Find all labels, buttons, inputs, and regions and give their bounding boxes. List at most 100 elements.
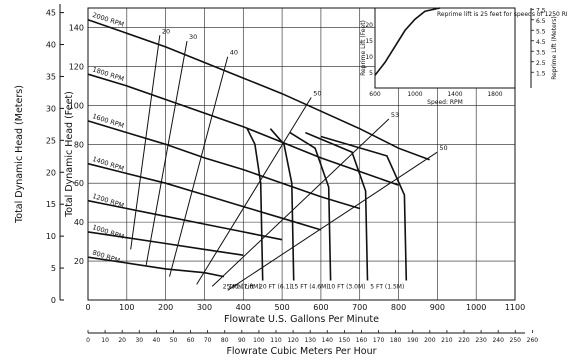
- y-tick-label-meters: 0: [51, 296, 56, 305]
- inset-meters-tick-label: 5.5: [536, 28, 546, 35]
- efficiency-line: [211, 118, 390, 287]
- x-tick-label: 100: [119, 303, 134, 312]
- m3h-tick-label: 190: [407, 337, 419, 344]
- y-tick-label-meters: 10: [46, 232, 56, 241]
- y-tick-label-meters: 40: [46, 41, 56, 50]
- m3h-tick-label: 70: [204, 337, 212, 344]
- m3h-tick-label: 130: [304, 337, 316, 344]
- inset-annotation: Reprime lift is 25 feet for speeds of 12…: [437, 11, 567, 18]
- inset-meters-tick-label: 3.5: [536, 49, 546, 56]
- inset-x-tick-label: 1800: [487, 91, 502, 98]
- m3h-tick-label: 110: [270, 337, 282, 344]
- speed-curve: [87, 120, 360, 210]
- y-tick-label-feet: 140: [69, 23, 84, 32]
- y-tick-label-meters: 45: [46, 9, 56, 18]
- efficiency-line: [145, 41, 188, 266]
- npsh-label: 25 FT (7.6M): [223, 283, 261, 290]
- m3h-tick-label: 20: [118, 337, 126, 344]
- m3h-tick-label: 10: [101, 337, 109, 344]
- inset-x-axis-title: Speed: RPM: [427, 99, 463, 106]
- inset-reprime-curve: [374, 7, 441, 76]
- inset-meters-tick-label: 6.5: [536, 18, 546, 25]
- speed-curve-label: 1400 RPM: [91, 155, 125, 173]
- speed-curve: [87, 73, 399, 186]
- inset-meters-tick-label: 4.5: [536, 39, 546, 46]
- m3h-tick-label: 120: [287, 337, 299, 344]
- y-tick-label-meters: 5: [51, 264, 56, 273]
- x-tick-label: 900: [430, 303, 445, 312]
- m3h-tick-label: 150: [339, 337, 351, 344]
- speed-curve: [87, 256, 225, 278]
- m3h-tick-label: 170: [373, 337, 385, 344]
- m3h-tick-label: 100: [253, 337, 265, 344]
- m3h-tick-label: 140: [322, 337, 334, 344]
- npsh-curve: [320, 135, 408, 281]
- efficiency-label: 30: [189, 33, 197, 41]
- y-tick-label-feet: 80: [74, 140, 84, 149]
- x-tick-label: 600: [313, 303, 328, 312]
- x-tick-label: 700: [352, 303, 367, 312]
- inset-y-axis-title-secondary: Reprime Lift (Meters): [551, 16, 558, 79]
- speed-curve-label: 1000 RPM: [91, 223, 125, 241]
- y-tick-label-meters: 25: [46, 136, 56, 145]
- npsh-label: 15 FT (4.6M): [291, 283, 329, 290]
- inset-x-tick-label: 1400: [447, 91, 462, 98]
- x-tick-label: 300: [197, 303, 212, 312]
- m3h-tick-label: 220: [458, 337, 470, 344]
- efficiency-line: [196, 97, 312, 285]
- inset-y-tick-label: 20: [365, 22, 373, 29]
- y-axis-title: Total Dynamic Head (Feet): [64, 91, 75, 218]
- inset-meters-tick-label: 2.5: [536, 60, 546, 67]
- x-tick-label: 400: [236, 303, 251, 312]
- inset-frame: [374, 7, 516, 89]
- efficiency-label: 50: [439, 144, 447, 152]
- y-tick-label-feet: 40: [74, 218, 84, 227]
- y-tick-label-meters: 35: [46, 72, 56, 81]
- m3h-tick-label: 160: [356, 337, 368, 344]
- y-tick-label-feet: 100: [69, 101, 84, 110]
- efficiency-label: 53: [391, 111, 399, 119]
- x-tick-label: 500: [274, 303, 289, 312]
- inset-y-tick-label: 10: [365, 54, 373, 61]
- y-tick-label-meters: 15: [46, 200, 56, 209]
- y-tick-label-feet: 20: [74, 257, 84, 266]
- x-tick-label: 0: [85, 303, 90, 312]
- npsh-curve: [289, 131, 332, 281]
- m3h-tick-label: 30: [135, 337, 143, 344]
- m3h-tick-label: 90: [238, 337, 246, 344]
- efficiency-line: [130, 35, 161, 250]
- y-axis-title-secondary: Total Dynamic Head (Meters): [14, 85, 25, 224]
- y-tick-label-meters: 30: [46, 104, 56, 113]
- npsh-curve: [246, 128, 264, 281]
- inset-x-tick-label: 600: [369, 91, 381, 98]
- m3h-tick-label: 240: [492, 337, 504, 344]
- npsh-curve: [269, 128, 295, 281]
- m3h-tick-label: 200: [424, 337, 436, 344]
- x-tick-label: 1000: [466, 303, 486, 312]
- inset-y-tick-label: 15: [365, 38, 373, 45]
- speed-curve-label: 800 RPM: [91, 248, 121, 264]
- inset-y-axis-title: Reprime Lift (Feet): [360, 20, 367, 76]
- m3h-tick-label: 0: [86, 337, 90, 344]
- m3h-tick-label: 230: [475, 337, 487, 344]
- y-tick-label-meters: 20: [46, 168, 56, 177]
- speed-curve: [87, 231, 244, 256]
- m3h-tick-label: 40: [153, 337, 161, 344]
- m3h-tick-label: 50: [170, 337, 178, 344]
- inset-y-tick-label: 5: [369, 70, 373, 77]
- m3h-tick-label: 80: [221, 337, 229, 344]
- speed-curve-label: 1200 RPM: [91, 192, 125, 210]
- m3h-tick-label: 180: [390, 337, 402, 344]
- x-tick-label: 800: [391, 303, 406, 312]
- speed-curve: [87, 199, 283, 241]
- x-axis-title: Flowrate U.S. Gallons Per Minute: [224, 314, 379, 325]
- inset-meters-tick-label: 1.5: [536, 70, 546, 77]
- efficiency-label: 40: [230, 49, 238, 57]
- npsh-label: 20 FT (6.1): [259, 283, 292, 290]
- efficiency-line: [169, 56, 229, 277]
- x-tick-label: 200: [158, 303, 173, 312]
- speed-curve: [87, 162, 322, 231]
- plot-frame: [87, 7, 516, 301]
